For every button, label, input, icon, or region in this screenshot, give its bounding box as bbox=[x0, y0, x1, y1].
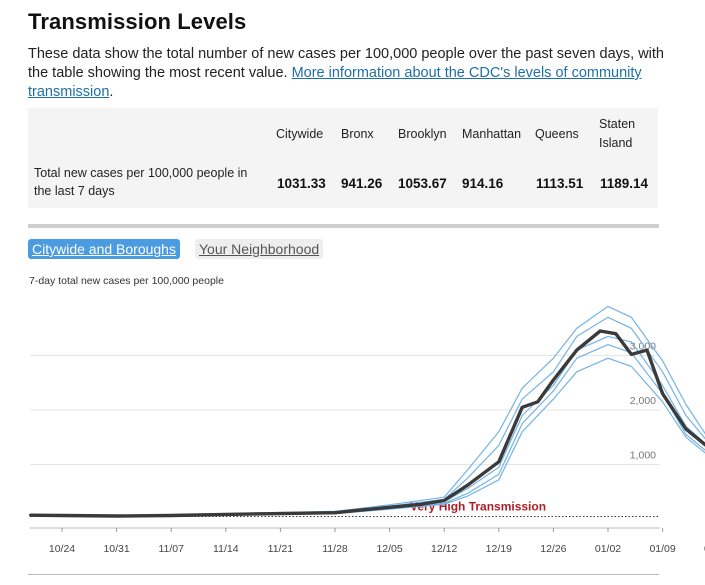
section-divider bbox=[28, 224, 659, 228]
y-tick-label: 1,000 bbox=[630, 450, 656, 462]
description-text: These data show the total number of new … bbox=[28, 46, 664, 81]
value-manhattan: 914.16 bbox=[462, 176, 504, 191]
x-tick-label: 10/31 bbox=[103, 543, 129, 555]
chart-subtitle: 7-day total new cases per 100,000 people bbox=[29, 275, 224, 287]
cdc-levels-link[interactable]: More information about the CDC's levels … bbox=[28, 65, 642, 100]
x-tick-label: 11/21 bbox=[268, 543, 294, 555]
x-tick-label: 12/19 bbox=[486, 543, 512, 555]
tab-your-neighborhood[interactable]: Your Neighborhood bbox=[195, 239, 324, 259]
value-bronx: 941.26 bbox=[341, 176, 383, 191]
row-label: Total new cases per 100,000 people in th… bbox=[34, 166, 248, 198]
value-citywide: 1031.33 bbox=[277, 176, 326, 191]
column-header-manhattan: Manhattan bbox=[462, 127, 522, 141]
borough-series-line bbox=[30, 335, 705, 517]
x-tick-label: 10/24 bbox=[49, 543, 75, 555]
citywide-series-line bbox=[29, 329, 705, 518]
borough-series-line bbox=[30, 316, 705, 517]
value-queens: 1113.51 bbox=[536, 176, 584, 191]
y-tick-label: 2,000 bbox=[630, 395, 656, 407]
tab-citywide-and-boroughs[interactable]: Citywide and Boroughs bbox=[28, 239, 180, 259]
column-header-citywide: Citywide bbox=[276, 127, 324, 141]
x-tick-label: 11/14 bbox=[213, 543, 239, 555]
x-tick-label: 12/26 bbox=[540, 543, 566, 555]
x-tick-label: 01/02 bbox=[595, 543, 621, 555]
page-title: Transmission Levels bbox=[28, 9, 247, 34]
column-header-staten-island: Staten Island bbox=[599, 117, 636, 150]
description-end: . bbox=[109, 84, 114, 100]
borough-series-line bbox=[30, 357, 705, 517]
x-tick-label: 11/07 bbox=[158, 543, 184, 555]
value-brooklyn: 1053.67 bbox=[398, 176, 447, 191]
x-tick-label: 12/12 bbox=[431, 543, 457, 555]
column-header-queens: Queens bbox=[535, 127, 579, 141]
borough-series-line bbox=[30, 344, 705, 517]
x-tick-label: 11/28 bbox=[322, 543, 348, 555]
column-header-bronx: Bronx bbox=[341, 127, 374, 141]
x-tick-label: 12/05 bbox=[376, 543, 402, 555]
bottom-divider bbox=[28, 574, 659, 575]
value-staten-island: 1189.14 bbox=[600, 176, 649, 191]
column-header-brooklyn: Brooklyn bbox=[398, 127, 447, 141]
description: These data show the total number of new … bbox=[28, 45, 678, 102]
x-tick-label: 01/09 bbox=[649, 543, 675, 555]
transmission-table: Citywide Bronx Brooklyn Manhattan Queens… bbox=[28, 108, 658, 208]
